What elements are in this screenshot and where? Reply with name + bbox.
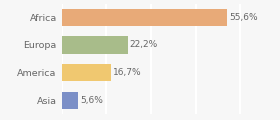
Bar xyxy=(62,64,111,81)
Text: 22,2%: 22,2% xyxy=(130,40,158,49)
Bar xyxy=(62,9,227,26)
Bar xyxy=(62,92,78,109)
Bar xyxy=(62,36,128,54)
Text: 55,6%: 55,6% xyxy=(229,13,258,22)
Text: 16,7%: 16,7% xyxy=(113,68,142,77)
Text: 5,6%: 5,6% xyxy=(80,96,103,105)
